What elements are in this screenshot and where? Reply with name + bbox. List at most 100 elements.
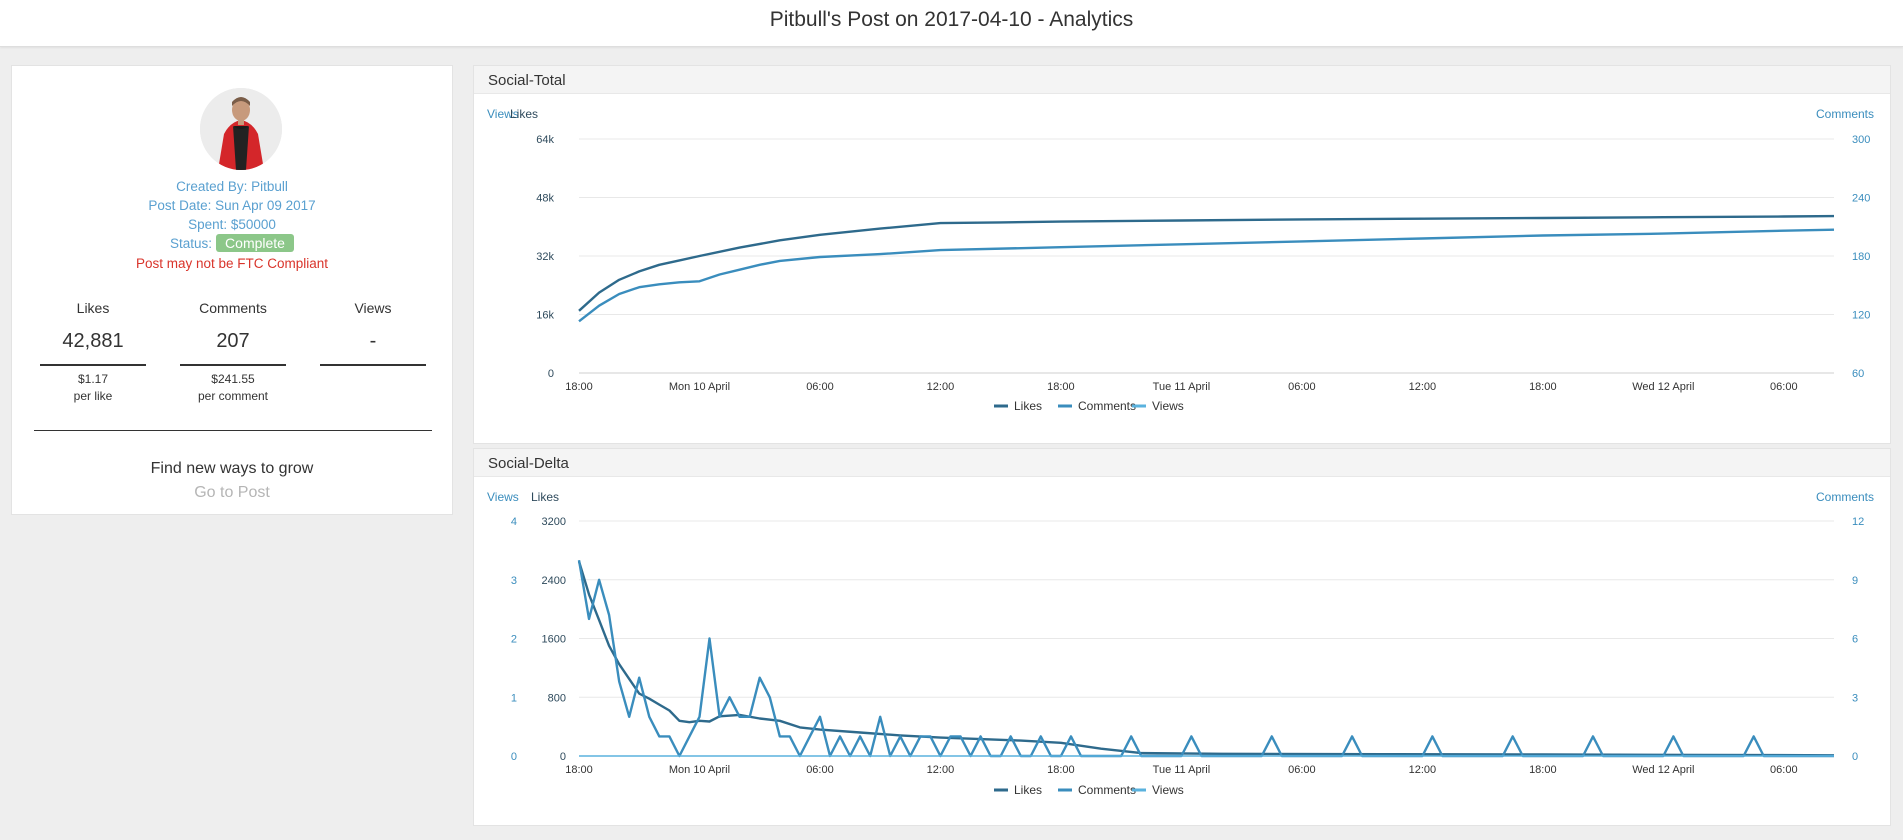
social-delta-chart: Views Likes Comments0123408001600240032000… (487, 490, 1874, 797)
likes-tick-label: 3200 (542, 516, 566, 528)
views-axis-title: Views (487, 490, 519, 504)
page-title: Pitbull's Post on 2017-04-10 - Analytics (769, 8, 1134, 31)
x-tick-label: Wed 12 April (1632, 764, 1694, 776)
comments-tick-label: 12 (1852, 516, 1864, 528)
x-tick-label: 18:00 (1047, 764, 1075, 776)
likes-tick-label: 32k (536, 251, 554, 263)
x-tick-label: 12:00 (927, 764, 955, 776)
views-tick-label: 1 (511, 692, 517, 704)
legend-label: Comments (1078, 399, 1136, 413)
likes-series-line (578, 214, 1835, 312)
likes-tick-label: 64k (536, 134, 554, 146)
views-tick-label: 0 (511, 751, 517, 763)
legend-item-views: Views (1132, 783, 1184, 797)
status-label: Status: (170, 236, 213, 251)
comments-tick-label: 3 (1852, 692, 1858, 704)
comments-tick-label: 60 (1852, 368, 1864, 380)
comments-tick-label: 300 (1852, 134, 1870, 146)
likes-series-line (577, 561, 1835, 757)
created-by-text: Created By: Pitbull (176, 179, 288, 194)
comments-tick-label: 0 (1852, 751, 1858, 763)
legend-label: Likes (1014, 399, 1042, 413)
likes-stat-label: Likes (76, 300, 110, 316)
social-total-title: Social-Total (474, 66, 1890, 94)
likes-tick-label: 48k (536, 193, 554, 205)
x-tick-label: 06:00 (1288, 381, 1316, 393)
likes-tick-label: 0 (560, 751, 566, 763)
x-tick-label: 18:00 (565, 381, 593, 393)
legend-item-comments: Comments (1058, 399, 1136, 413)
card-divider (34, 430, 432, 431)
likes-stat-per: per like (73, 389, 113, 403)
legend-item-likes: Likes (994, 783, 1042, 797)
social-total-panel: Social-Total Views Likes Comments 0 16k 32k 48… (473, 65, 1891, 444)
likes-stat: Likes 42,881 $1.17 per like (40, 300, 146, 403)
x-tick-label: 18:00 (1529, 764, 1557, 776)
x-tick-label: 06:00 (1770, 764, 1798, 776)
x-tick-label: 06:00 (1288, 764, 1316, 776)
legend-label: Comments (1078, 783, 1136, 797)
legend-item-views: Views (1132, 399, 1184, 413)
comments-tick-label: 6 (1852, 634, 1858, 646)
likes-tick-label: 1600 (542, 634, 566, 646)
views-axis-title: Views (487, 107, 519, 121)
comments-series-line (578, 228, 1835, 323)
legend-label: Views (1152, 783, 1184, 797)
comments-stat-value: 207 (216, 330, 250, 352)
x-tick-label: 18:00 (565, 764, 593, 776)
x-tick-label: 18:00 (1529, 381, 1557, 393)
post-date-text: Post Date: Sun Apr 09 2017 (148, 198, 316, 213)
comments-stat: Comments 207 $241.55 per comment (180, 300, 286, 403)
x-tick-label: 06:00 (806, 381, 834, 393)
likes-tick-label: 2400 (542, 575, 566, 587)
views-stat-value: - (369, 330, 377, 352)
avatar-image (200, 88, 282, 170)
likes-stat-rule (40, 364, 146, 366)
legend-item-likes: Likes (994, 399, 1042, 413)
views-stat-label: Views (354, 300, 392, 316)
comments-tick-label: 120 (1852, 310, 1870, 322)
x-tick-label: Mon 10 April (669, 381, 730, 393)
likes-tick-label: 16k (536, 310, 554, 322)
x-tick-label: 12:00 (927, 381, 955, 393)
comments-tick-label: 240 (1852, 193, 1870, 205)
views-tick-label: 2 (511, 634, 517, 646)
comments-stat-cost: $241.55 (211, 372, 255, 386)
comments-tick-label: 9 (1852, 575, 1858, 587)
creator-avatar (200, 88, 282, 170)
comments-axis-title: Comments (1816, 107, 1874, 121)
x-tick-label: 12:00 (1409, 764, 1437, 776)
comments-tick-label: 180 (1852, 251, 1870, 263)
views-stat: Views - (320, 300, 426, 372)
comments-stat-per: per comment (197, 389, 269, 403)
x-tick-label: 18:00 (1047, 381, 1075, 393)
go-to-post-link[interactable]: Go to Post (194, 484, 270, 501)
x-tick-label: Wed 12 April (1632, 381, 1694, 393)
views-stat-rule (320, 364, 426, 366)
likes-tick-label: 0 (548, 368, 554, 380)
legend-item-comments: Comments (1058, 783, 1136, 797)
likes-axis-title: Likes (531, 490, 559, 504)
x-tick-label: Mon 10 April (669, 764, 730, 776)
likes-stat-value: 42,881 (62, 330, 124, 352)
likes-axis-title: Likes (510, 107, 538, 121)
comments-series-line (577, 559, 1834, 758)
legend-label: Views (1152, 399, 1184, 413)
views-tick-label: 4 (511, 516, 517, 528)
likes-tick-label: 800 (548, 692, 566, 704)
ftc-warning-text: Post may not be FTC Compliant (135, 256, 329, 271)
social-delta-panel: Social-Delta Views Likes Comments 0 1 2 3 4 0 800… (473, 448, 1891, 826)
spent-text: Spent: $50000 (188, 217, 276, 232)
x-tick-label: 06:00 (806, 764, 834, 776)
comments-axis-title: Comments (1816, 490, 1874, 504)
x-tick-label: Tue 11 April (1153, 381, 1210, 393)
comments-stat-rule (180, 364, 286, 366)
social-delta-title: Social-Delta (474, 449, 1890, 477)
top-bar: Pitbull's Post on 2017-04-10 - Analytics (0, 0, 1903, 47)
post-summary-card: Created By: Pitbull Post Date: Sun Apr 0… (11, 65, 453, 515)
x-tick-label: Tue 11 April (1153, 764, 1210, 776)
likes-stat-cost: $1.17 (77, 372, 109, 386)
grow-heading: Find new ways to grow (150, 460, 314, 477)
x-tick-label: 12:00 (1409, 381, 1437, 393)
